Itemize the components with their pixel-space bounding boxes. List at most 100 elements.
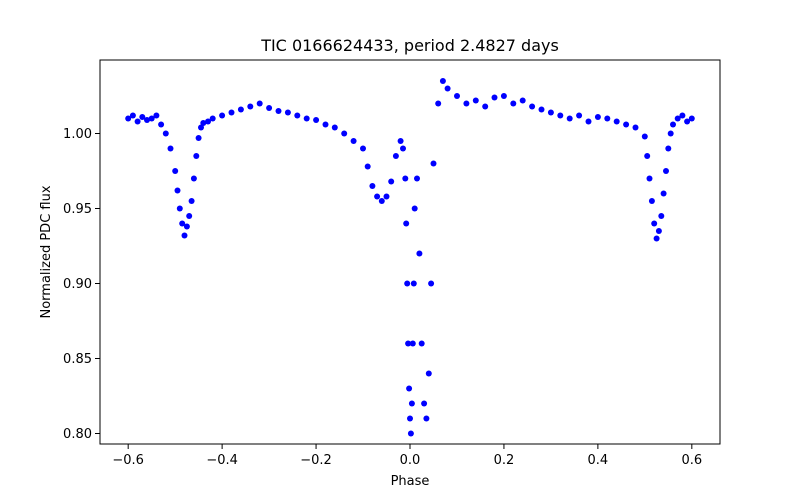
data-point xyxy=(658,213,665,219)
data-point xyxy=(303,115,310,122)
data-point xyxy=(435,100,442,107)
data-point xyxy=(646,175,653,182)
data-point xyxy=(167,145,174,152)
x-axis-ticks: −0.6 −0.4 −0.2 0.0 0.2 0.4 0.6 xyxy=(112,444,702,468)
data-point xyxy=(576,112,583,119)
data-point xyxy=(195,135,202,141)
y-tick-label: 0.90 xyxy=(63,277,92,292)
data-point xyxy=(641,133,648,140)
data-point xyxy=(247,103,254,110)
data-point xyxy=(408,400,415,407)
data-point xyxy=(411,205,418,212)
data-point xyxy=(679,112,686,119)
data-point xyxy=(519,97,526,104)
data-point xyxy=(538,106,545,113)
y-tick-label: 0.80 xyxy=(63,427,92,442)
data-point xyxy=(374,193,381,200)
data-point xyxy=(414,175,420,182)
data-point xyxy=(256,100,263,107)
data-point xyxy=(670,121,676,128)
data-point xyxy=(684,118,691,125)
data-point xyxy=(439,78,446,84)
data-point xyxy=(665,145,672,152)
data-point xyxy=(190,175,197,182)
data-point xyxy=(557,112,564,119)
data-point xyxy=(392,153,399,159)
data-point xyxy=(585,118,592,125)
data-point xyxy=(529,103,536,110)
data-point xyxy=(416,250,423,257)
x-tick-label: −0.6 xyxy=(112,453,144,468)
data-point xyxy=(623,121,630,128)
data-point xyxy=(350,138,357,144)
data-points xyxy=(125,78,695,437)
data-point xyxy=(632,124,639,131)
data-point xyxy=(200,120,207,126)
x-tick-label: −0.2 xyxy=(300,453,332,468)
data-point xyxy=(186,213,193,219)
data-point xyxy=(644,153,651,159)
data-point xyxy=(674,115,681,122)
data-point xyxy=(491,94,498,101)
data-point xyxy=(407,430,414,437)
data-point xyxy=(364,163,371,170)
x-axis-label: Phase xyxy=(391,474,430,489)
x-tick-label: −0.4 xyxy=(206,453,238,468)
data-point xyxy=(219,112,226,119)
y-tick-label: 0.95 xyxy=(63,202,92,217)
data-point xyxy=(651,220,658,227)
chart-title: TIC 0166624433, period 2.4827 days xyxy=(260,36,559,55)
data-point xyxy=(653,235,660,242)
data-point xyxy=(205,118,211,125)
data-point xyxy=(402,175,409,182)
y-tick-label: 0.85 xyxy=(63,352,92,367)
data-point xyxy=(397,138,404,144)
x-tick-label: 0.2 xyxy=(494,453,515,468)
data-point xyxy=(510,100,517,107)
data-point xyxy=(667,130,674,137)
data-point xyxy=(183,223,190,230)
data-point xyxy=(209,115,216,122)
data-point xyxy=(139,114,146,120)
data-point xyxy=(383,193,390,200)
data-point xyxy=(341,130,348,137)
data-point xyxy=(547,109,554,116)
data-point xyxy=(144,117,150,123)
x-tick-label: 0.4 xyxy=(588,453,609,468)
data-point xyxy=(407,415,413,422)
data-point xyxy=(134,118,141,125)
data-point xyxy=(313,117,320,123)
data-point xyxy=(663,168,669,174)
data-point xyxy=(410,280,417,287)
data-point xyxy=(604,115,611,122)
data-point xyxy=(158,121,165,128)
data-point xyxy=(655,228,662,234)
y-tick-label: 1.00 xyxy=(63,127,92,142)
data-point xyxy=(500,93,507,99)
data-point xyxy=(176,205,183,212)
y-axis-label: Normalized PDC flux xyxy=(39,185,54,318)
data-point xyxy=(472,97,479,104)
data-point xyxy=(153,112,160,119)
data-point xyxy=(404,280,411,287)
data-point xyxy=(409,340,416,347)
data-point xyxy=(482,103,489,110)
data-point xyxy=(660,190,667,197)
data-point xyxy=(425,370,432,377)
y-axis-ticks: 0.80 0.85 0.90 0.95 1.00 xyxy=(63,127,100,442)
data-point xyxy=(648,198,655,204)
data-point xyxy=(331,124,338,131)
data-point xyxy=(174,187,181,194)
data-point xyxy=(378,198,385,204)
data-point xyxy=(193,153,200,159)
data-point xyxy=(403,220,410,227)
x-tick-label: 0.0 xyxy=(400,453,421,468)
data-point xyxy=(594,114,601,120)
data-point xyxy=(179,220,186,227)
x-tick-label: 0.6 xyxy=(681,453,702,468)
data-point xyxy=(444,85,451,92)
data-point xyxy=(406,385,413,392)
data-point xyxy=(430,160,437,167)
